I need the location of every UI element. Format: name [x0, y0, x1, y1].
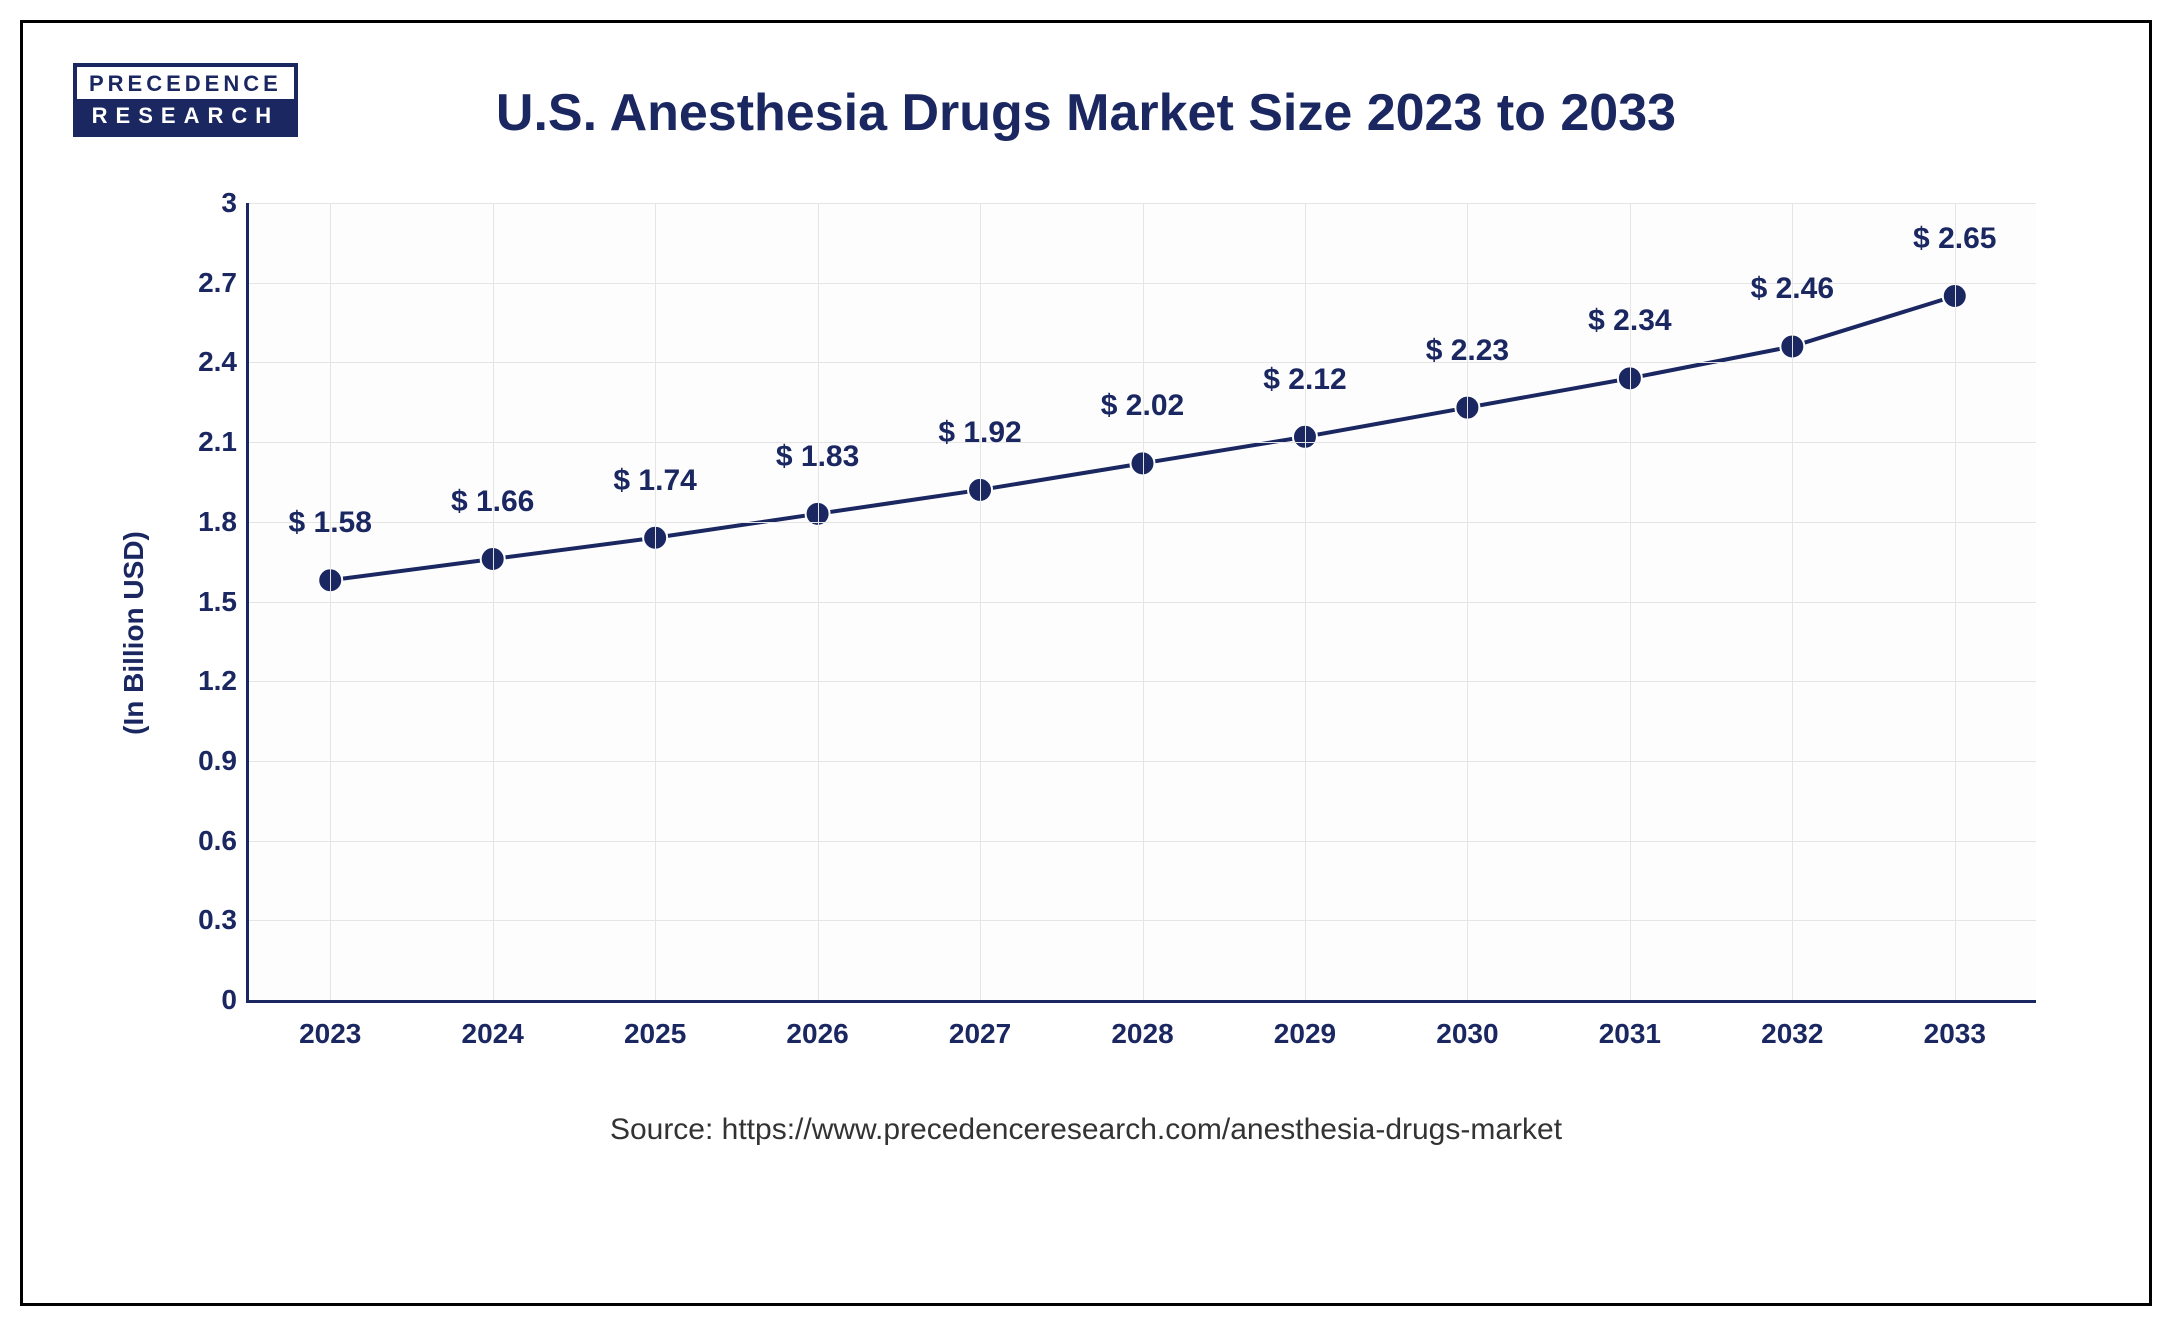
- y-tick-label: 1.8: [198, 506, 237, 538]
- data-label: $ 1.58: [289, 506, 372, 540]
- data-label: $ 1.83: [776, 440, 859, 474]
- data-label: $ 2.02: [1101, 389, 1184, 423]
- gridline-v: [980, 203, 981, 1000]
- data-label: $ 2.34: [1588, 304, 1671, 338]
- gridline-v: [655, 203, 656, 1000]
- data-label: $ 2.65: [1913, 222, 1996, 256]
- gridline-v: [330, 203, 331, 1000]
- x-tick-label: 2032: [1761, 1018, 1823, 1050]
- x-tick-label: 2027: [949, 1018, 1011, 1050]
- data-label: $ 1.66: [451, 485, 534, 519]
- gridline-v: [1305, 203, 1306, 1000]
- gridline-v: [1143, 203, 1144, 1000]
- y-axis-label: (In Billion USD): [118, 531, 150, 735]
- logo-line1: PRECEDENCE: [77, 67, 294, 99]
- y-tick-label: 0.9: [198, 745, 237, 777]
- x-tick-label: 2025: [624, 1018, 686, 1050]
- gridline-v: [1955, 203, 1956, 1000]
- x-tick-label: 2031: [1599, 1018, 1661, 1050]
- x-tick-label: 2030: [1436, 1018, 1498, 1050]
- data-label: $ 2.12: [1263, 363, 1346, 397]
- x-tick-label: 2023: [299, 1018, 361, 1050]
- x-tick-label: 2028: [1111, 1018, 1173, 1050]
- brand-logo: PRECEDENCE RESEARCH: [73, 63, 298, 137]
- y-tick-label: 0.6: [198, 825, 237, 857]
- logo-line2: RESEARCH: [77, 99, 294, 133]
- chart-frame: PRECEDENCE RESEARCH U.S. Anesthesia Drug…: [20, 20, 2152, 1306]
- gridline-v: [818, 203, 819, 1000]
- x-tick-label: 2026: [786, 1018, 848, 1050]
- y-tick-label: 2.7: [198, 267, 237, 299]
- y-tick-label: 0.3: [198, 904, 237, 936]
- y-tick-label: 2.1: [198, 426, 237, 458]
- chart-title: U.S. Anesthesia Drugs Market Size 2023 t…: [63, 83, 2109, 143]
- gridline-v: [493, 203, 494, 1000]
- data-label: $ 2.23: [1426, 334, 1509, 368]
- data-label: $ 1.74: [613, 464, 696, 498]
- data-label: $ 1.92: [938, 416, 1021, 450]
- y-tick-label: 0: [221, 984, 237, 1016]
- x-tick-label: 2033: [1924, 1018, 1986, 1050]
- chart-container: (In Billion USD) 00.30.60.91.21.51.82.12…: [116, 183, 2056, 1083]
- x-tick-label: 2029: [1274, 1018, 1336, 1050]
- y-tick-label: 1.5: [198, 586, 237, 618]
- data-label: $ 2.46: [1751, 272, 1834, 306]
- gridline-v: [1792, 203, 1793, 1000]
- gridline-v: [1467, 203, 1468, 1000]
- y-tick-label: 2.4: [198, 346, 237, 378]
- source-text: Source: https://www.precedenceresearch.c…: [63, 1113, 2109, 1147]
- x-tick-label: 2024: [462, 1018, 524, 1050]
- y-tick-label: 1.2: [198, 665, 237, 697]
- plot-area: 00.30.60.91.21.51.82.12.42.7320232024202…: [246, 203, 2036, 1003]
- y-tick-label: 3: [221, 187, 237, 219]
